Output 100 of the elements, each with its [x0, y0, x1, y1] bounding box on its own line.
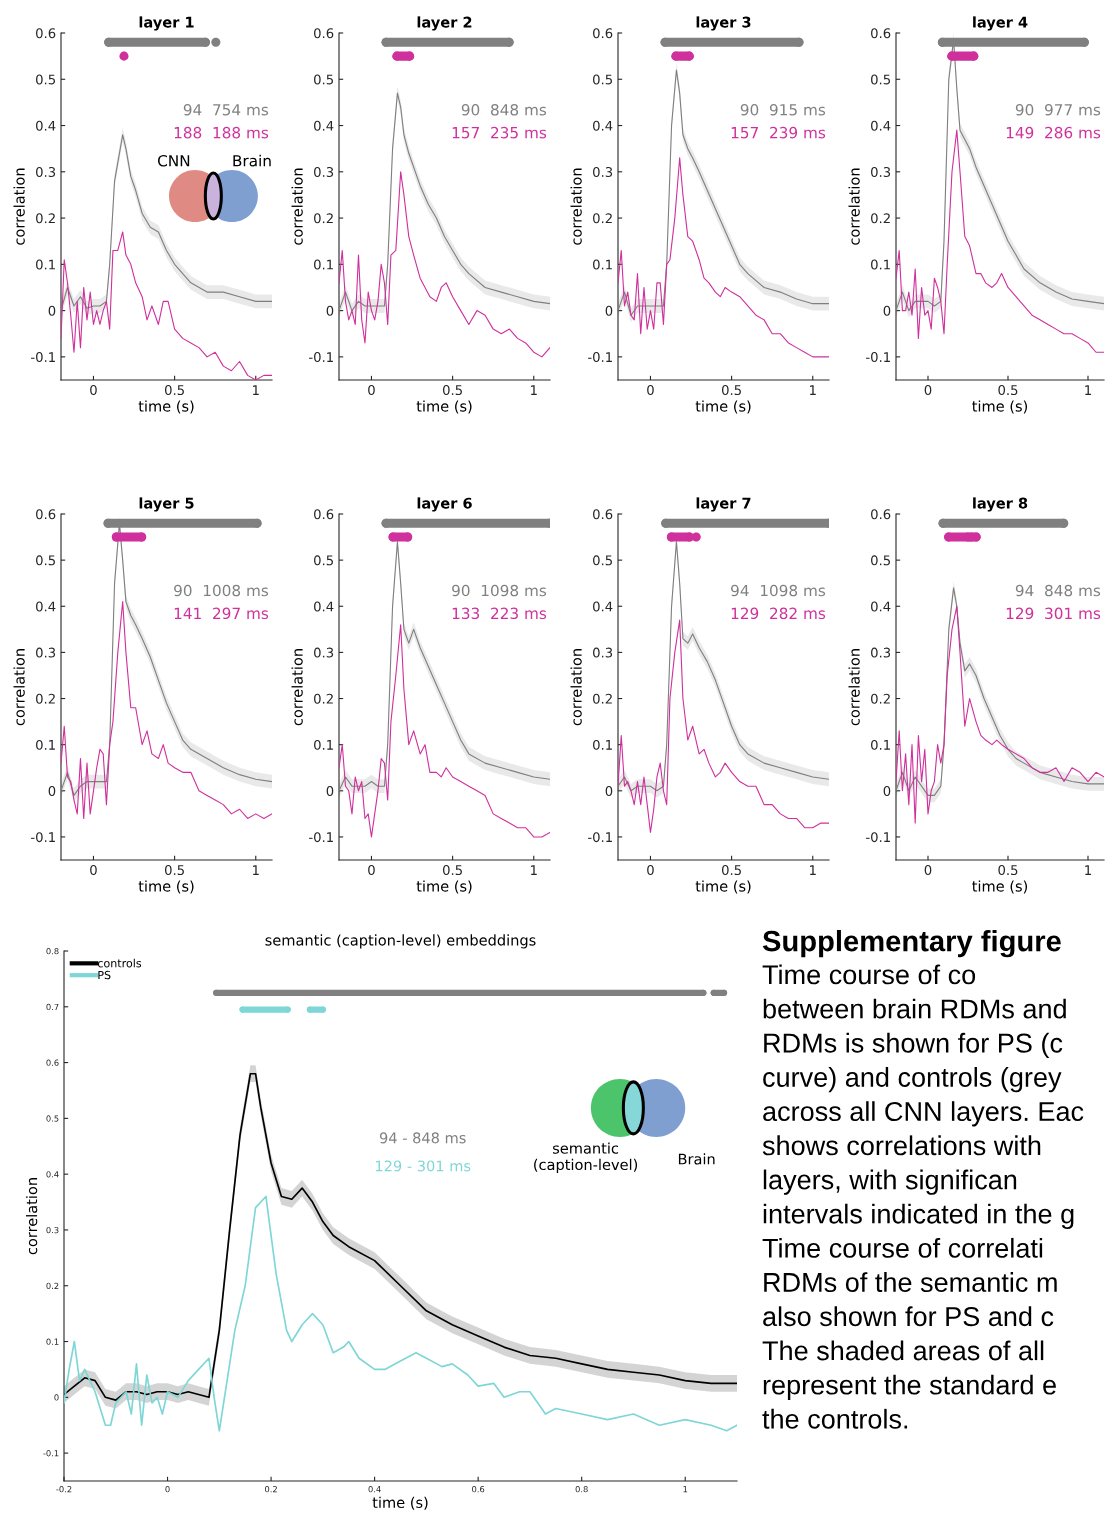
- y-tick-label: 0.5: [593, 555, 612, 566]
- y-tick-label: -0.1: [43, 1450, 59, 1457]
- text: layers, with significan: [763, 1169, 1017, 1195]
- y-tick-label: 0.5: [46, 1115, 59, 1122]
- annotation: 141 297 ms: [174, 607, 269, 620]
- annotation: 157 239 ms: [731, 126, 826, 139]
- chart-title: layer 1: [139, 16, 194, 31]
- x-tick-label: 0: [368, 385, 375, 396]
- y-tick-label: 0.6: [871, 28, 891, 39]
- y-tick-label: 0.2: [593, 693, 612, 704]
- x-tick-label: 0: [90, 865, 97, 876]
- text: The shaded areas of all: [762, 1340, 1044, 1361]
- text: represent the standard e: [763, 1374, 1056, 1400]
- y-tick-label: 0.7: [46, 1003, 59, 1011]
- chart-title: layer 6: [417, 497, 472, 512]
- annotation: 129 301 ms: [1006, 607, 1101, 620]
- x-axis-title: time (s): [138, 400, 194, 414]
- y-tick-label: 0: [883, 305, 891, 316]
- x-axis-title: time (s): [138, 880, 194, 894]
- x-tick-label: 0.2: [265, 1486, 277, 1493]
- y-tick-label: 0.4: [314, 120, 334, 131]
- y-tick-label: 0: [54, 1394, 59, 1401]
- annotation: 149 286 ms: [1006, 126, 1101, 139]
- y-tick-label: 0: [605, 305, 613, 316]
- chart-title: layer 2: [417, 16, 472, 31]
- chart-title: layer 5: [139, 497, 194, 512]
- y-tick-label: 0.6: [36, 509, 56, 520]
- x-tick-label: 0: [647, 865, 654, 876]
- x-tick-label: 1: [531, 865, 537, 875]
- y-tick-label: 0.1: [46, 1338, 59, 1345]
- x-tick-label: 1: [683, 1486, 688, 1493]
- y-axis-title: correlation: [291, 168, 303, 245]
- legend-label: PS: [98, 970, 111, 980]
- annotation: 129 282 ms: [731, 607, 826, 620]
- y-tick-label: -0.1: [866, 832, 890, 843]
- y-axis-title: correlation: [570, 649, 582, 726]
- x-tick-label: 1: [1085, 385, 1091, 395]
- y-tick-label: -0.1: [31, 352, 55, 363]
- y-tick-label: 0.6: [314, 28, 334, 39]
- annotation: 129 - 301 ms: [375, 1160, 471, 1172]
- y-tick-label: 0.6: [36, 28, 56, 39]
- annotation: Brain: [678, 1153, 715, 1165]
- x-axis-title: time (s): [372, 1496, 428, 1510]
- y-tick-label: -0.1: [309, 832, 333, 843]
- annotation: Brain: [233, 154, 271, 167]
- y-axis-title: correlation: [848, 168, 860, 245]
- x-axis-title: time (s): [972, 400, 1028, 414]
- x-tick-label: 1: [253, 385, 259, 395]
- text: also shown for PS and c: [763, 1306, 1054, 1327]
- chart-title: layer 8: [973, 497, 1028, 512]
- y-tick-label: 0.1: [314, 259, 333, 270]
- y-axis-title: correlation: [291, 649, 303, 726]
- chart-title: layer 3: [696, 16, 751, 31]
- y-tick-label: 0.2: [314, 693, 333, 704]
- x-tick-label: 0.5: [721, 385, 741, 396]
- annotation: 133 223 ms: [452, 607, 547, 620]
- y-tick-label: 0.2: [314, 213, 333, 224]
- x-tick-label: 0.4: [368, 1486, 381, 1493]
- y-axis-title: correlation: [25, 1178, 38, 1255]
- y-tick-label: 0: [48, 786, 56, 796]
- y-tick-label: -0.1: [866, 352, 890, 363]
- text: curve) and controls (grey: [763, 1067, 1062, 1093]
- x-tick-label: 0.5: [164, 385, 184, 396]
- x-tick-label: 0: [924, 385, 932, 396]
- annotation: 94 - 848 ms: [379, 1132, 466, 1144]
- y-tick-label: 0.2: [593, 213, 612, 224]
- y-tick-label: -0.1: [309, 352, 333, 363]
- y-tick-label: 0.1: [36, 259, 55, 270]
- x-tick-label: -0.2: [56, 1486, 72, 1493]
- y-tick-label: -0.1: [31, 832, 55, 843]
- y-tick-label: 0.5: [314, 74, 333, 85]
- annotation: 188 188 ms: [174, 126, 269, 139]
- y-tick-label: 0.4: [314, 601, 334, 612]
- text: intervals indicated in the g: [763, 1203, 1074, 1229]
- y-tick-label: 0.8: [46, 947, 59, 955]
- y-tick-label: 0.1: [593, 739, 612, 750]
- y-tick-label: 0.3: [871, 167, 891, 177]
- text: RDMs is shown for PS (c: [764, 1032, 1063, 1059]
- text: Supplementary figure: [762, 930, 1061, 958]
- y-tick-label: 0.4: [36, 601, 56, 612]
- x-tick-label: 0.5: [721, 865, 741, 876]
- text: across all CNN layers. Eac: [763, 1101, 1084, 1127]
- chart-title: layer 7: [696, 497, 751, 512]
- y-tick-label: 0.2: [871, 693, 890, 704]
- y-axis-title: correlation: [13, 168, 25, 245]
- x-tick-label: 0.5: [998, 865, 1018, 876]
- x-tick-label: 0.5: [998, 385, 1018, 396]
- annotation: CNN: [157, 154, 190, 167]
- annotation: 90 848 ms: [461, 103, 547, 116]
- annotation: 94 754 ms: [183, 103, 269, 116]
- y-tick-label: 0.3: [593, 647, 613, 658]
- annotation: 157 235 ms: [452, 126, 547, 139]
- text: Time course of co: [762, 964, 976, 985]
- y-tick-label: 0.3: [46, 1226, 59, 1234]
- y-tick-label: 0.5: [36, 74, 55, 85]
- y-tick-label: 0.5: [36, 555, 55, 566]
- annotation: 90 977 ms: [1015, 103, 1101, 116]
- y-tick-label: 0.6: [314, 509, 334, 520]
- y-tick-label: 0.3: [314, 167, 334, 177]
- annotation: semantic (caption-level): [534, 1142, 638, 1173]
